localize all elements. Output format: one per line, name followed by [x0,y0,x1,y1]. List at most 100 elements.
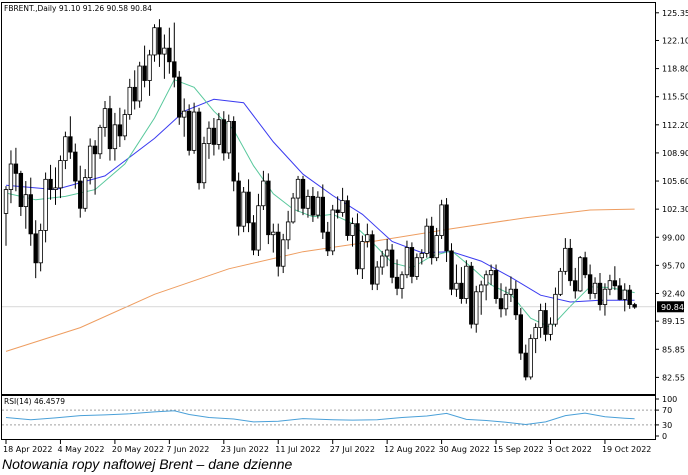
candle [43,172,48,243]
candle [290,192,296,224]
candle [543,302,548,342]
y-tick-label: 102.30 [662,205,688,214]
candle [389,244,395,284]
candle [568,238,573,286]
y-tick-label: 89.15 [662,317,685,326]
candle-body [310,195,316,216]
candlestick-series [3,19,637,381]
candle [375,261,380,291]
candle-body [305,195,311,209]
candle-body [335,209,340,213]
candle [48,164,53,200]
candle-body [488,270,494,276]
candle-body [370,234,375,285]
candle-body [474,291,479,325]
candle [493,264,499,304]
candle [474,285,479,333]
candle [18,170,24,216]
candle-body [8,163,14,190]
candle-body [444,204,449,252]
candle [518,307,523,360]
candle [340,187,345,217]
candle [345,195,350,241]
candle [503,286,509,316]
candle-body [137,65,142,102]
candle [355,213,360,275]
candle [384,238,390,267]
candle [181,98,187,137]
candle-body [464,265,469,299]
candle [147,49,152,96]
candle [360,235,365,279]
candle [122,109,127,141]
candle-body [152,27,157,56]
candle [152,24,157,62]
y-tick-label: 108.90 [662,149,688,158]
candle [558,267,563,297]
candle-body [394,276,400,289]
candle-body [97,126,103,155]
y-tick-label: 82.55 [662,373,685,382]
candle-body [365,234,370,242]
x-tick-label: 18 Apr 2022 [3,445,52,454]
candle-body [533,327,538,340]
candle-body [53,187,58,190]
candle-body [221,119,226,154]
rsi-axis: 100 70 30 0 [655,395,677,441]
candle [157,19,162,67]
candle-body [360,241,365,270]
candle [226,114,231,159]
candle-body [132,86,137,102]
candle-body [236,180,241,227]
candle-body [162,47,167,55]
candle [632,302,637,309]
candle [563,238,568,275]
candle-body [439,204,444,236]
ma-slow-line [5,208,635,352]
candle [102,100,108,137]
candle-body [127,86,132,115]
candle-body [211,127,217,145]
candle [444,198,449,262]
candle-body [73,151,78,182]
y-tick-label: 99.00 [662,233,685,242]
candle [330,204,335,256]
x-tick-label: 3 Oct 2022 [548,445,592,454]
candle-body [379,255,385,268]
candle-body [548,323,553,335]
candle [276,223,281,277]
candle-body [632,304,637,308]
candle [271,223,276,253]
candle-body [478,284,484,293]
candle [142,45,147,88]
candle [508,276,514,302]
candle [53,167,58,205]
candle-body [315,196,321,216]
rsi-guide-lines [2,409,655,426]
candle [132,70,137,110]
candle-body [142,65,147,81]
ma-fast-line [5,79,635,329]
time-axis: 18 Apr 2022 4 May 2022 20 May 2022 7 Jun 20… [3,440,651,454]
candle-body [429,225,434,259]
candle [68,116,73,159]
candle-body [508,288,514,295]
candle [241,187,246,233]
rsi-tick-label: 0 [662,432,667,441]
candle-body [256,205,261,251]
candle-body [33,233,38,264]
candle [553,287,558,327]
candle-body [295,178,301,199]
rsi-tick-label: 100 [662,395,677,404]
candle [33,220,38,279]
candle-body [434,235,439,259]
candle-body [112,124,118,150]
x-tick-label: 27 Jul 2022 [330,445,375,454]
candle-body [389,249,395,278]
candle-body [607,280,613,290]
candle [172,22,177,88]
y-tick-label: 105.60 [662,177,688,186]
candle-body [13,163,19,174]
x-tick-label: 4 May 2022 [57,445,104,454]
